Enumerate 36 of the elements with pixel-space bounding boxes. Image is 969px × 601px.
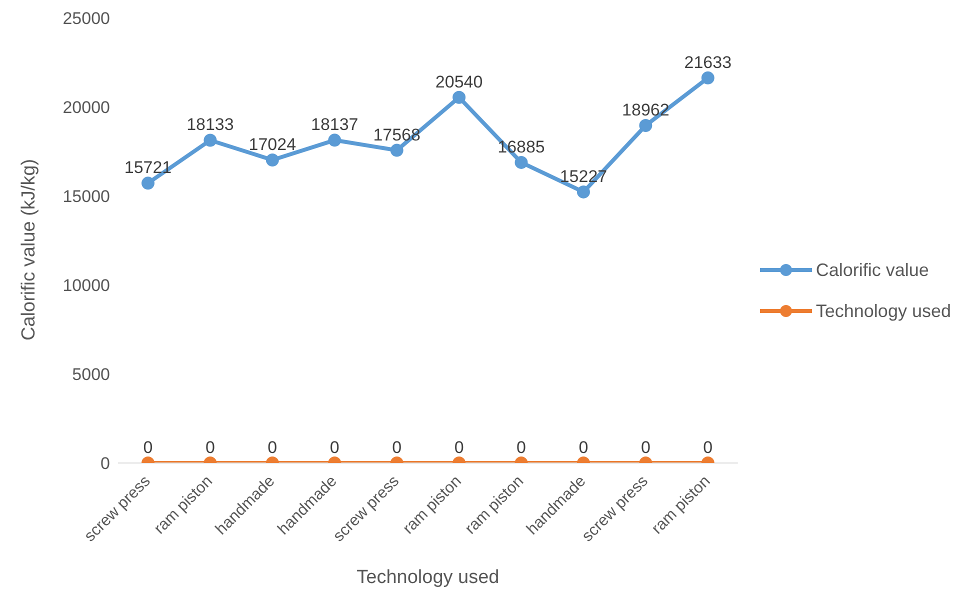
point bbox=[204, 134, 217, 147]
data-label: 0 bbox=[143, 438, 153, 457]
data-label: 0 bbox=[578, 438, 588, 457]
data-label: 21633 bbox=[684, 52, 732, 72]
point bbox=[639, 118, 652, 132]
point bbox=[328, 134, 342, 147]
data-label: 18133 bbox=[186, 115, 234, 134]
data-label: 0 bbox=[205, 438, 215, 457]
y-tick-label: 5000 bbox=[72, 365, 110, 384]
point bbox=[576, 185, 590, 198]
data-label: 0 bbox=[640, 438, 650, 457]
point bbox=[390, 144, 404, 157]
y-tick-label: 25000 bbox=[62, 9, 110, 28]
y-tick-label: 0 bbox=[100, 454, 110, 474]
point bbox=[142, 176, 154, 190]
y-tick-label: 15000 bbox=[62, 187, 110, 206]
data-label: 0 bbox=[392, 438, 402, 457]
y-tick-label: 10000 bbox=[62, 276, 110, 296]
legend-label: Calorific value bbox=[816, 260, 929, 280]
y-axis-title: Calorific value (kJ/kg) bbox=[18, 158, 40, 340]
point bbox=[452, 90, 466, 104]
data-label: 0 bbox=[330, 438, 340, 457]
data-label: 0 bbox=[454, 438, 464, 457]
point bbox=[514, 156, 528, 169]
legend-label: Technology used bbox=[816, 300, 951, 322]
y-tick-label: 20000 bbox=[62, 98, 110, 118]
data-label: 17024 bbox=[248, 134, 296, 154]
data-label: 0 bbox=[516, 438, 526, 457]
data-label: 0 bbox=[268, 438, 278, 457]
data-label: 15721 bbox=[124, 158, 172, 178]
data-label: 0 bbox=[703, 438, 713, 457]
data-label: 18137 bbox=[310, 115, 358, 134]
data-label: 20540 bbox=[435, 72, 483, 92]
point bbox=[266, 153, 279, 166]
x-axis-title: Technology used bbox=[356, 567, 500, 588]
point bbox=[701, 71, 714, 84]
